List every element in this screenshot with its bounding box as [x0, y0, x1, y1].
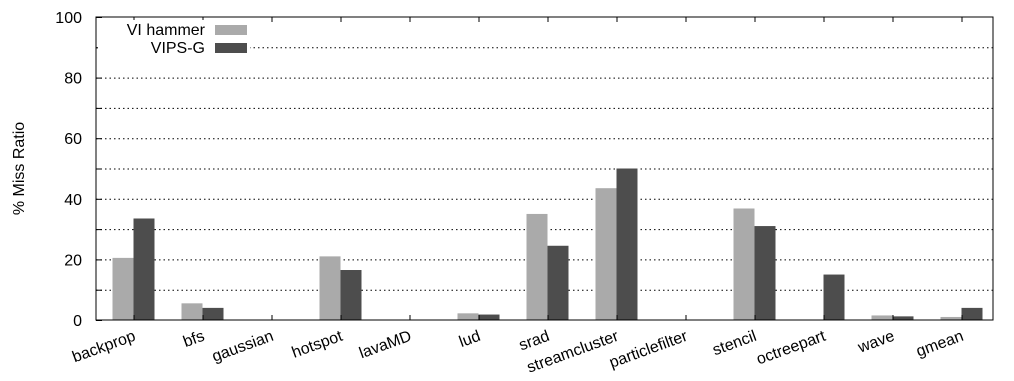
x-tick-label: lud — [457, 328, 483, 351]
bars — [112, 168, 983, 320]
x-tick-label: srad — [517, 328, 552, 355]
bar-vi-hammer — [595, 188, 617, 320]
y-axis-ticks: 0 20 40 60 80 100 — [55, 10, 102, 330]
bar-vi-hammer — [181, 303, 203, 320]
x-tick-label: stencil — [710, 328, 758, 359]
x-axis-labels: backprop bfs gaussian hotspot lavaMD lud srad s… — [70, 17, 966, 377]
legend-swatch — [215, 25, 247, 35]
bar-vips-g — [616, 168, 638, 320]
bar-vi-hammer — [457, 313, 479, 320]
bar-vips-g — [961, 307, 983, 320]
bar-vi-hammer — [319, 256, 341, 320]
bar-vips-g — [823, 274, 845, 320]
x-tick-label: particlefilter — [607, 328, 690, 372]
y-tick-label: 40 — [64, 192, 82, 209]
x-tick-label: hotspot — [290, 328, 346, 362]
x-tick-label: wave — [855, 328, 897, 357]
x-tick-label: gmean — [914, 328, 966, 361]
bar-vi-hammer — [733, 208, 755, 320]
y-tick-label: 100 — [55, 10, 82, 27]
bar-vips-g — [133, 218, 155, 320]
legend-label: VIPS-G — [151, 40, 205, 57]
legend-label: VI hammer — [127, 22, 206, 39]
y-axis-title: % Miss Ratio — [11, 122, 28, 215]
y-tick-label: 0 — [73, 313, 82, 330]
y-tick-label: 60 — [64, 131, 82, 148]
bar-vips-g — [754, 226, 776, 320]
y-tick-label: 80 — [64, 71, 82, 88]
bar-vips-g — [202, 307, 224, 320]
x-tick-label: octreepart — [754, 328, 828, 369]
x-tick-label: gaussian — [210, 328, 276, 366]
bar-vips-g — [892, 316, 914, 320]
bar-vi-hammer — [940, 316, 962, 320]
x-tick-label: lavaMD — [357, 328, 414, 363]
bar-vi-hammer — [871, 315, 893, 320]
bar-vi-hammer — [112, 257, 134, 320]
bar-vips-g — [478, 314, 500, 320]
legend-swatch — [215, 43, 247, 53]
x-tick-label: bfs — [181, 328, 207, 351]
bar-vips-g — [547, 245, 569, 320]
legend-background — [98, 20, 250, 39]
bar-vips-g — [340, 270, 362, 320]
bar-vi-hammer — [526, 213, 548, 320]
x-tick-label: backprop — [70, 328, 138, 367]
legend-background — [98, 38, 250, 57]
y-tick-label: 20 — [64, 252, 82, 269]
